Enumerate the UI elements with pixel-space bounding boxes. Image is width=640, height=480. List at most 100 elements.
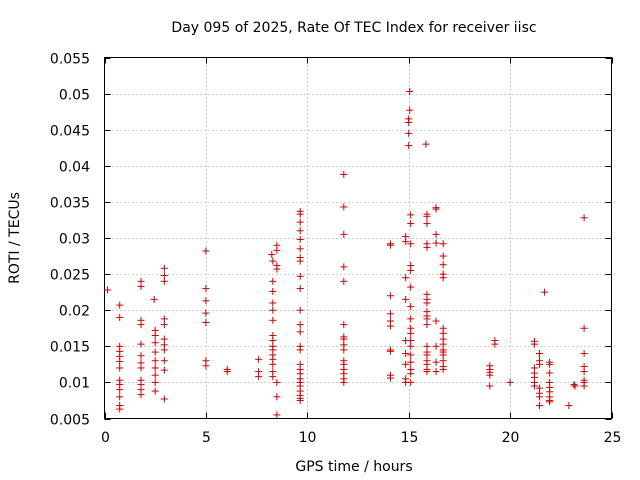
data-point: [580, 368, 588, 376]
data-point: [160, 357, 168, 365]
data-point: [536, 360, 544, 368]
data-point: [340, 321, 348, 329]
y-tick-label: 0.005: [50, 413, 90, 429]
data-point: [116, 313, 124, 321]
data-point: [423, 299, 431, 307]
data-point: [137, 364, 145, 372]
data-point: [402, 238, 410, 246]
data-point: [340, 277, 348, 285]
data-point: [407, 370, 415, 378]
y-tick-label: 0.055: [50, 52, 90, 68]
data-point: [116, 386, 124, 394]
data-point: [202, 247, 210, 255]
y-tick-label: 0.035: [50, 196, 90, 212]
data-point: [296, 321, 304, 329]
data-point: [432, 358, 440, 366]
data-point: [407, 240, 415, 248]
data-point: [423, 220, 431, 228]
data-point: [423, 212, 431, 220]
data-point: [273, 246, 281, 254]
data-point: [116, 405, 124, 413]
data-point: [160, 264, 168, 272]
data-point: [406, 106, 414, 114]
x-tick-label: 5: [202, 430, 211, 446]
data-point: [137, 321, 145, 329]
data-point: [546, 360, 554, 368]
data-point: [340, 378, 348, 386]
data-point: [269, 360, 277, 368]
data-point: [160, 277, 168, 285]
data-point: [202, 285, 210, 293]
x-axis-label: GPS time / hours: [295, 459, 412, 475]
data-points: [104, 87, 588, 419]
x-tick-label: 20: [502, 430, 520, 446]
x-tick-labels: 0 5 10 15 20 25: [101, 430, 621, 446]
grid-lines: [104, 57, 612, 419]
data-point: [160, 346, 168, 354]
data-point: [273, 411, 281, 419]
data-point: [386, 322, 394, 330]
data-point: [255, 355, 263, 363]
x-tick-label: 25: [604, 430, 622, 446]
data-point: [407, 266, 415, 274]
data-point: [406, 87, 414, 95]
data-point: [506, 378, 514, 386]
data-point: [151, 339, 159, 347]
data-point: [432, 317, 440, 325]
data-point: [570, 381, 578, 389]
data-point: [116, 301, 124, 309]
data-point: [405, 142, 413, 150]
data-point: [296, 285, 304, 293]
data-point: [269, 316, 277, 324]
y-axis-label: ROTI / TECUs: [7, 192, 23, 284]
data-point: [269, 277, 277, 285]
data-point: [116, 364, 124, 372]
data-point: [423, 368, 431, 376]
data-point: [530, 340, 538, 348]
data-point: [386, 310, 394, 318]
data-point: [422, 140, 430, 148]
data-point: [296, 235, 304, 243]
data-point: [386, 374, 394, 382]
data-point: [486, 382, 494, 390]
data-point: [269, 257, 277, 265]
data-point: [273, 393, 281, 401]
data-point: [296, 306, 304, 314]
data-point: [432, 239, 440, 247]
data-point: [269, 287, 277, 295]
data-point: [386, 241, 394, 249]
data-point: [571, 382, 579, 390]
data-point: [296, 218, 304, 226]
data-point: [432, 368, 440, 376]
data-point: [439, 252, 447, 260]
data-point: [268, 251, 276, 259]
data-point: [439, 240, 447, 248]
data-point: [340, 203, 348, 211]
data-point: [296, 227, 304, 235]
data-point: [296, 272, 304, 280]
data-point: [407, 283, 415, 291]
data-point: [580, 324, 588, 332]
data-point: [386, 292, 394, 300]
y-tick-label: 0.015: [50, 340, 90, 356]
data-point: [160, 395, 168, 403]
data-point: [423, 243, 431, 251]
data-point: [541, 288, 549, 296]
data-point: [269, 299, 277, 307]
data-point: [296, 245, 304, 253]
data-point: [151, 378, 159, 386]
data-point: [580, 350, 588, 358]
data-point: [439, 261, 447, 269]
data-point: [536, 350, 544, 358]
data-point: [580, 382, 588, 390]
data-point: [116, 393, 124, 401]
data-point: [273, 265, 281, 273]
data-point: [202, 362, 210, 370]
data-point: [151, 357, 159, 365]
y-tick-label: 0.02: [59, 304, 90, 320]
data-point: [491, 340, 499, 348]
data-point: [402, 360, 410, 368]
data-point: [432, 342, 440, 350]
data-point: [407, 351, 415, 359]
